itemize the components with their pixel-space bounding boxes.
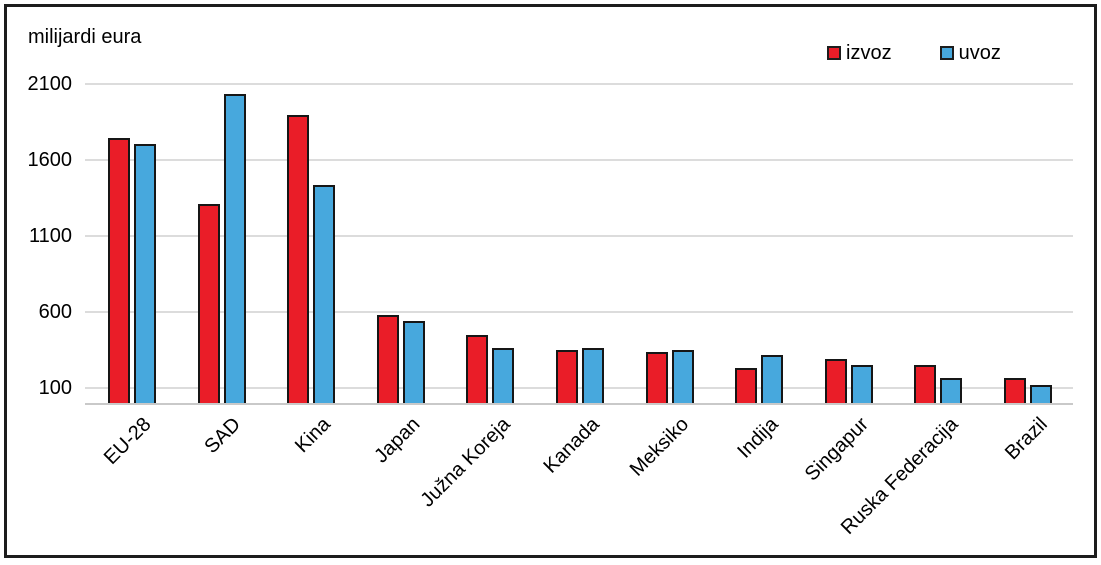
bar-izvoz-Kanada: [556, 349, 578, 404]
y-tick-label-600: 600: [38, 301, 72, 324]
bar-uvoz-Singapur: [850, 364, 873, 404]
legend-swatch-uvoz: [939, 46, 954, 60]
bar-izvoz-Ruska Federacija: [914, 364, 937, 404]
y-tick-label-1100: 1100: [28, 225, 72, 248]
bar-uvoz-Japan: [402, 320, 425, 404]
bar-izvoz-Brazil: [1004, 377, 1026, 404]
bar-uvoz-Brazil: [1030, 385, 1052, 404]
x-axis-line: [85, 403, 1073, 405]
gridline-1600: [85, 159, 1073, 162]
bar-uvoz-Kina: [313, 184, 336, 404]
y-tick-label-1600: 1600: [27, 149, 73, 172]
bar-izvoz-EU-28: [108, 138, 130, 404]
bar-uvoz-EU-28: [134, 143, 156, 404]
legend-item-izvoz: izvoz: [827, 42, 892, 64]
bar-izvoz-Japan: [376, 315, 399, 404]
y-tick-label-100: 100: [38, 377, 72, 400]
bar-izvoz-SAD: [197, 203, 220, 404]
legend: izvoz uvoz: [827, 42, 1001, 64]
bar-uvoz-Kanada: [582, 348, 604, 404]
legend-item-uvoz: uvoz: [939, 42, 1001, 64]
bar-izvoz-Južna Koreja: [466, 335, 489, 404]
y-tick-label-2100: 2100: [27, 73, 73, 96]
gridline-100: [85, 387, 1073, 390]
bar-uvoz-SAD: [223, 94, 246, 404]
gridline-1100: [85, 235, 1073, 238]
bar-uvoz-Indija: [761, 354, 784, 404]
gridline-600: [85, 311, 1073, 314]
axis-unit-label: milijardi eura: [28, 26, 142, 48]
bar-izvoz-Indija: [735, 367, 758, 404]
chart-frame-border: [4, 4, 1097, 558]
legend-label-uvoz: uvoz: [958, 42, 1001, 64]
legend-swatch-izvoz: [827, 46, 841, 60]
legend-label-izvoz: izvoz: [846, 42, 892, 64]
bar-izvoz-Singapur: [824, 358, 847, 404]
bar-izvoz-Kina: [287, 114, 310, 404]
bar-uvoz-Južna Koreja: [492, 348, 515, 404]
bar-uvoz-Meksiko: [671, 349, 694, 404]
gridline-2100: [85, 83, 1073, 86]
bar-izvoz-Meksiko: [645, 351, 668, 404]
bar-uvoz-Ruska Federacija: [940, 378, 963, 404]
